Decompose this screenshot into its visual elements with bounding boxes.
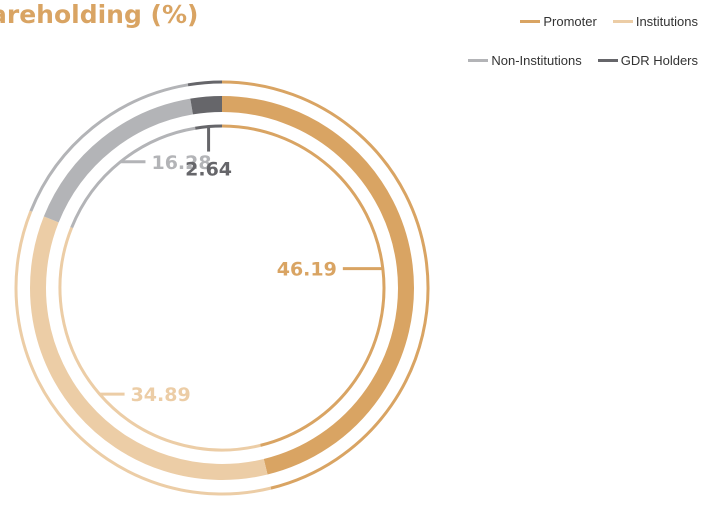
legend-swatch-promoter bbox=[520, 20, 541, 23]
outer-arc-institutions bbox=[14, 210, 272, 496]
data-labels: 46.19 34.89 16.282.64 bbox=[131, 152, 337, 406]
data-label-gdr-holders: 2.64 bbox=[185, 159, 232, 181]
legend-label-gdr-holders: GDR Holders bbox=[620, 53, 698, 68]
label-leaders bbox=[99, 126, 383, 396]
legend-item-gdr-holders: GDR Holders bbox=[597, 53, 698, 68]
outer-ring bbox=[14, 80, 430, 496]
slice-promoter bbox=[221, 96, 414, 475]
legend: Promoter Institutions Non-Institutions G… bbox=[398, 14, 698, 68]
data-label-non-institutions: 16.28 bbox=[151, 152, 211, 174]
data-label-promoter: 46.19 bbox=[277, 259, 337, 281]
legend-label-non-institutions: Non-Institutions bbox=[491, 53, 582, 68]
legend-item-non-institutions: Non-Institutions bbox=[468, 53, 582, 68]
outer-arc-gdr-holders bbox=[187, 80, 223, 87]
data-label-institutions: 34.89 bbox=[131, 384, 191, 406]
legend-item-promoter: Promoter bbox=[520, 14, 597, 29]
outer-arc-promoter bbox=[221, 80, 430, 490]
outer-arc-non-institutions bbox=[29, 83, 189, 212]
inner-arc-gdr-holders bbox=[195, 124, 223, 130]
legend-label-promoter: Promoter bbox=[543, 14, 597, 29]
legend-swatch-gdr-holders bbox=[597, 59, 618, 62]
inner-arc-non-institutions bbox=[70, 126, 196, 229]
slice-non-institutions bbox=[43, 98, 193, 223]
slice-institutions bbox=[30, 216, 268, 480]
legend-swatch-non-institutions bbox=[468, 59, 489, 62]
legend-swatch-institutions bbox=[612, 20, 633, 23]
legend-item-institutions: Institutions bbox=[612, 14, 698, 29]
chart-title: areholding (%) bbox=[0, 0, 199, 29]
main-ring bbox=[30, 96, 414, 480]
legend-label-institutions: Institutions bbox=[635, 14, 698, 29]
slice-gdr-holders bbox=[190, 96, 223, 115]
